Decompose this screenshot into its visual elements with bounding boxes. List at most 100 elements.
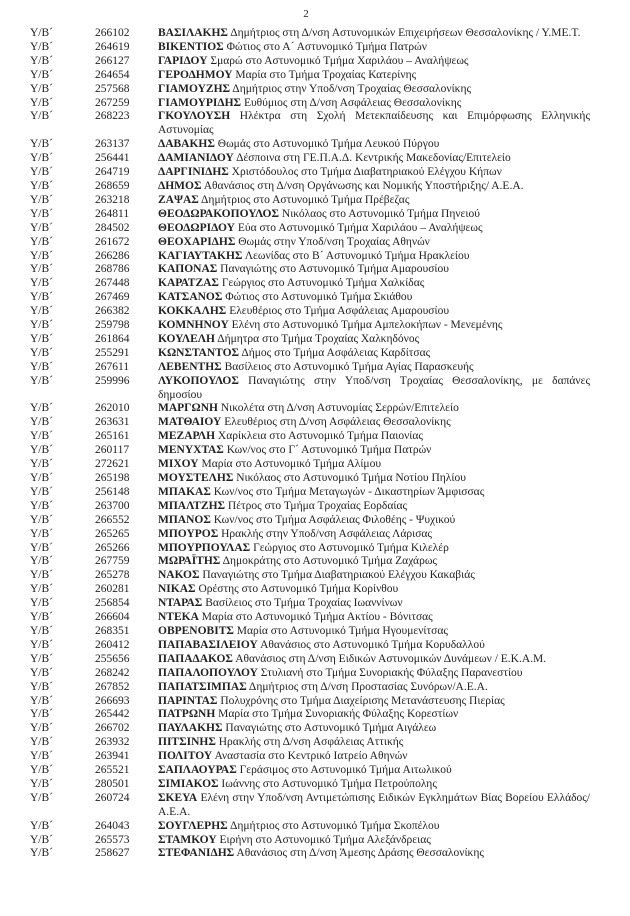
- assignment-details: Αθανάσιος στη Δ/νση Οργάνωσης και Νομική…: [203, 179, 524, 192]
- table-row: Υ/Β´ 263218 ΖΑΨΑΣ Δημήτριος στο Αστυνομι…: [30, 194, 590, 208]
- assignment-details: Αθανάσιος στη Δ/νση Άμεσης Δράσης Θεσσαλ…: [236, 847, 484, 860]
- entry-text: ΓΙΑΜΟΥΡΙΔΗΣ Ευθύμιος στη Δ/νση Ασφάλειας…: [158, 97, 590, 111]
- rank-label: Υ/Β´: [30, 555, 53, 568]
- entry-text: ΚΩΝΣΤΑΝΤΟΣ Δήμος στο Τμήμα Ασφάλειας Καρ…: [158, 347, 590, 361]
- table-row: Υ/Β´ 266702 ΠΑΥΛΑΚΗΣ Παναγιώτης στο Αστυ…: [30, 722, 590, 736]
- rank-label: Υ/Β´: [30, 291, 53, 304]
- entry-text: ΜΠΟΥΡΠΟΥΛΑΣ Γεώργιος στο Αστυνομικό Τμήμ…: [158, 542, 590, 556]
- surname: ΜΑΤΘΑΙΟΥ: [158, 416, 222, 429]
- surname: ΜΕΝΥΧΤΑΣ: [158, 444, 224, 457]
- entry-text: ΝΑΚΟΣ Παναγιώτης στο Τμήμα Διαβατηριακού…: [158, 569, 590, 583]
- assignment-details: Ηρακλής στην Υποδ/νση Ασφάλειας Λάρισας: [221, 527, 432, 540]
- entry-text: ΠΙΤΣΙΝΗΣ Ηρακλής στη Δ/νση Ασφάλειας Αττ…: [158, 736, 590, 750]
- surname: ΜΠΑΝΟΣ: [158, 513, 211, 526]
- entry-text: ΣΟΥΓΛΕΡΗΣ Δημήτριος στο Αστυνομικό Τμήμα…: [158, 820, 590, 834]
- registry-number: 265278: [95, 569, 130, 582]
- entry-text: ΠΑΤΡΩΝΗ Μαρία στο Τμήμα Συνοριακής Φύλαξ…: [158, 708, 590, 722]
- table-row: Υ/Β´ 261672 ΘΕΟΧΑΡΙΔΗΣ Θωμάς στην Υποδ/ν…: [30, 236, 590, 250]
- entry-text: ΝΤΑΡΑΣ Βασίλειος στο Τμήμα Τροχαίας Ιωαν…: [158, 597, 590, 611]
- surname: ΣΙΜΙΑΚΟΣ: [158, 777, 219, 790]
- surname: ΔΑΜΙΑΝΙΔΟΥ: [158, 152, 234, 165]
- assignment-details: Βασίλειος στο Τμήμα Τροχαίας Ιωαννίνων: [205, 597, 403, 610]
- assignment-details: Παναγιώτης στην Υποδ/νση Τροχαίας Θεσσαλ…: [158, 374, 591, 401]
- assignment-details: Δημήτριος στη Δ/νση Προστασίας Συνόρων/Α…: [248, 680, 488, 693]
- table-row: Υ/Β´ 266693 ΠΑΡΙΝΤΑΣ Πολυχρόνης στο Τμήμ…: [30, 695, 590, 709]
- registry-number: 259996: [95, 374, 130, 387]
- assignment-details: Κων/νος στο Γ´ Αστυνομικό Τμήμα Πατρών: [226, 444, 432, 457]
- rank-label: Υ/Β´: [30, 346, 53, 359]
- entry-text: ΓΙΑΜΟΥΖΗΣ Δημήτριος στην Υποδ/νση Τροχαί…: [158, 83, 590, 97]
- rank-label: Υ/Β´: [30, 472, 53, 484]
- table-row: Υ/Β´ 267759 ΜΩΡΑΪΤΗΣ Δημοκράτης στο Αστυ…: [30, 555, 590, 569]
- registry-number: 264619: [95, 40, 130, 53]
- registry-number: 263941: [95, 750, 130, 763]
- surname: ΠΑΡΙΝΤΑΣ: [158, 694, 218, 707]
- entry-text: ΓΑΡΙΔΟΥ Σμαρώ στο Αστυνομικό Τμήμα Χαριλ…: [158, 55, 590, 69]
- entry-text: ΒΙΚΕΝΤΙΟΣ Φώτιος στο Α´ Αστυνομικό Τμήμα…: [158, 41, 590, 55]
- assignment-details: Ηρακλής στη Δ/νση Ασφάλειας Αττικής: [218, 736, 404, 749]
- rank-label: Υ/Β´: [30, 666, 53, 679]
- entry-text: ΔΑΒΑΚΗΣ Θωμάς στο Αστυνομικό Τμήμα Λευκο…: [158, 138, 590, 152]
- table-row: Υ/Β´ 259996 ΛΥΚΟΠΟΥΛΟΣ Παναγιώτης στην Υ…: [30, 375, 590, 403]
- registry-number: 266127: [95, 54, 130, 67]
- surname: ΜΟΥΣΤΕΛΗΣ: [158, 472, 234, 484]
- table-row: Υ/Β´ 265198 ΜΟΥΣΤΕΛΗΣ Νικόλαος στο Αστυν…: [30, 472, 590, 486]
- entry-text: ΜΠΑΛΤΖΗΣ Πέτρος στο Τμήμα Τροχαίας Εορδα…: [158, 500, 590, 514]
- rank-label: Υ/Β´: [30, 680, 53, 693]
- rank-label: Υ/Β´: [30, 263, 53, 276]
- surname: ΘΕΟΔΩΡΑΚΟΠΟΥΛΟΣ: [158, 207, 280, 220]
- assignment-details: Αθανάσιος στη Δ/νση Ειδικών Αστυνομικών …: [235, 652, 547, 665]
- rank-label: Υ/Β´: [30, 416, 53, 429]
- assignment-details: Μαρία στο Τμήμα Τροχαίας Κατερίνης: [235, 68, 417, 81]
- assignment-details: Γεώργιος στο Αστυνομικό Τμήμα Κιλελέρ: [253, 541, 449, 554]
- entry-text: ΣΚΕΥΑ Ελένη στην Υποδ/νση Αντιμετώπισης …: [158, 792, 590, 820]
- registry-number: 256854: [95, 597, 130, 610]
- surname: ΜΕΖΑΡΛΗ: [158, 430, 216, 443]
- rank-label: Υ/Β´: [30, 708, 53, 721]
- registry-number: 268351: [95, 624, 130, 637]
- assignment-details: Παναγιώτης στο Αστυνομικό Τμήμα Αμαρουσί…: [220, 263, 449, 276]
- assignment-details: Αθανάσιος στο Αστυνομικό Τμήμα Κορυδαλλο…: [260, 638, 485, 651]
- table-row: Υ/Β´ 268351 ΟΒΡΕΝΟΒΙΤΣ Μαρία στο Αστυνομ…: [30, 625, 590, 639]
- rank-label: Υ/Β´: [30, 152, 53, 165]
- table-row: Υ/Β´ 266604 ΝΤΕΚΑ Μαρία στο Αστυνομικό Τ…: [30, 611, 590, 625]
- entry-text: ΖΑΨΑΣ Δημήτριος στο Αστυνομικό Τμήμα Πρέ…: [158, 194, 590, 208]
- assignment-details: Δημοκράτης στο Αστυνομικό Τμήμα Ζαχάρως: [222, 555, 437, 568]
- entry-text: ΜΑΤΘΑΙΟΥ Ελευθέριος στη Δ/νση Ασφάλειας …: [158, 416, 590, 430]
- entry-text: ΚΟΥΛΕΛΗ Δήμητρα στο Τμήμα Τροχαίας Χαλκη…: [158, 333, 590, 347]
- registry-number: 267469: [95, 291, 130, 304]
- rank-label: Υ/Β´: [30, 611, 53, 624]
- surname: ΓΚΟΥΛΟΥΣΗ: [158, 110, 231, 123]
- assignment-details: Σμαρώ στο Αστυνομικό Τμήμα Χαριλάου – Αν…: [210, 54, 469, 67]
- table-row: Υ/Β´ 259798 ΚΟΜΝΗΝΟΥ Ελένη στο Αστυνομικ…: [30, 319, 590, 333]
- registry-number: 258627: [95, 847, 130, 860]
- surname: ΜΠΑΚΑΣ: [158, 485, 211, 498]
- assignment-details: Παναγιώτης στο Αστυνομικό Τμήμα Αιγάλεω: [225, 722, 437, 735]
- surname: ΝΤΑΡΑΣ: [158, 597, 203, 610]
- page-number: 2: [303, 8, 309, 20]
- assignment-details: Πολυχρόνης στο Τμήμα Διαχείρισης Μετανάσ…: [220, 694, 505, 707]
- rank-label: Υ/Β´: [30, 402, 53, 415]
- table-row: Υ/Β´ 264654 ΓΕΡΟΔΗΜΟΥ Μαρία στο Τμήμα Τρ…: [30, 69, 590, 83]
- surname: ΣΟΥΓΛΕΡΗΣ: [158, 819, 228, 832]
- table-row: Υ/Β´ 257568 ΓΙΑΜΟΥΖΗΣ Δημήτριος στην Υπο…: [30, 83, 590, 97]
- entry-text: ΛΕΒΕΝΤΗΣ Βασίλειος στο Αστυνομικό Τμήμα …: [158, 361, 590, 375]
- registry-number: 265573: [95, 833, 130, 846]
- rank-label: Υ/Β´: [30, 652, 53, 665]
- table-row: Υ/Β´ 255656 ΠΑΠΑΔΑΚΟΣ Αθανάσιος στη Δ/νσ…: [30, 653, 590, 667]
- transfer-list: Υ/Β´ 266102 ΒΑΣΙΛΑΚΗΣ Δημήτριος στη Δ/νσ…: [30, 27, 590, 861]
- table-row: Υ/Β´ 258627 ΣΤΕΦΑΝΙΔΗΣ Αθανάσιος στη Δ/ν…: [30, 847, 590, 861]
- surname: ΘΕΟΔΩΡΙΔΟΥ: [158, 221, 235, 234]
- table-row: Υ/Β´ 260412 ΠΑΠΑΒΑΣΙΛΕΙΟΥ Αθανάσιος στο …: [30, 639, 590, 653]
- surname: ΔΗΜΟΣ: [158, 179, 202, 192]
- entry-text: ΣΙΜΙΑΚΟΣ Ιωάννης στο Αστυνομικό Τμήμα Πε…: [158, 778, 590, 792]
- table-row: Υ/Β´ 267852 ΠΑΠΑΤΣΙΜΠΑΣ Δημήτριος στη Δ/…: [30, 681, 590, 695]
- assignment-details: Νικόλαος στο Αστυνομικό Τμήμα Πηνειού: [281, 207, 480, 220]
- surname: ΜΠΑΛΤΖΗΣ: [158, 499, 226, 512]
- entry-text: ΜΠΑΝΟΣ Κων/νος στο Τμήμα Ασφάλειας Φιλοθ…: [158, 514, 590, 528]
- entry-text: ΜΠΟΥΡΟΣ Ηρακλής στην Υποδ/νση Ασφάλειας …: [158, 528, 590, 542]
- surname: ΜΠΟΥΡΠΟΥΛΑΣ: [158, 541, 251, 554]
- table-row: Υ/Β´ 266102 ΒΑΣΙΛΑΚΗΣ Δημήτριος στη Δ/νσ…: [30, 27, 590, 41]
- rank-label: Υ/Β´: [30, 513, 53, 526]
- assignment-details: Δέσποινα στη ΓΕ.Π.Α.Δ. Κεντρικής Μακεδον…: [236, 152, 511, 165]
